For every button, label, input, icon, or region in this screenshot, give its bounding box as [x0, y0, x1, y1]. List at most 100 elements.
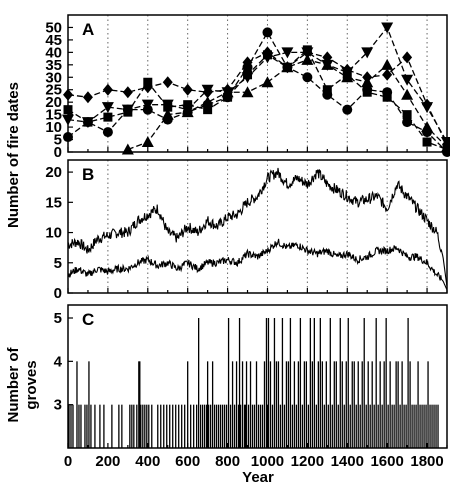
panel-b: 0 5 10 15 20 B: [45, 159, 448, 302]
panel-label: B: [82, 165, 94, 184]
x-tick-label: 1200: [291, 453, 324, 470]
series-line: [67, 167, 448, 286]
y-tick-label: 45: [45, 32, 62, 49]
plot-frame: [67, 304, 448, 449]
data-point: [262, 27, 273, 38]
data-point: [421, 102, 434, 114]
y-tick-label: 5: [54, 255, 62, 272]
series-line: [67, 238, 448, 290]
data-point: [141, 136, 154, 148]
data-point: [261, 76, 274, 88]
data-point: [361, 76, 374, 88]
y-tick-label: 50: [45, 19, 62, 36]
y-tick-label: 3: [54, 397, 62, 414]
data-point: [82, 91, 93, 104]
data-point: [421, 121, 434, 133]
data-point: [381, 58, 394, 70]
data-point: [182, 83, 193, 96]
data-point: [102, 127, 113, 138]
data-point: [382, 92, 392, 102]
data-point: [201, 84, 214, 96]
data-point: [221, 86, 234, 98]
data-point: [103, 112, 113, 122]
data-point: [362, 87, 372, 97]
data-point: [121, 104, 134, 116]
data-point: [102, 83, 113, 96]
data-point: [122, 86, 133, 99]
data-point: [321, 58, 334, 70]
panel-c: 3 4 5 C: [54, 304, 448, 449]
data-point: [181, 106, 194, 118]
data-point: [101, 102, 114, 114]
data-point: [342, 104, 353, 115]
x-tick-label: 1000: [251, 453, 284, 470]
data-point: [242, 62, 253, 73]
y-tick-label: 0: [54, 285, 62, 302]
y-tick-label: 0: [54, 144, 62, 161]
data-point: [302, 72, 313, 83]
data-point: [81, 117, 94, 129]
x-tick-label: 1400: [331, 453, 364, 470]
data-point: [422, 137, 432, 147]
data-point: [441, 141, 450, 153]
plot-frame: [67, 159, 448, 294]
y-tick-label: 20: [45, 94, 62, 111]
data-point: [161, 99, 174, 111]
data-point: [161, 108, 174, 120]
y-tick-label: 40: [45, 44, 62, 61]
data-point: [382, 68, 393, 81]
data-point: [62, 114, 74, 126]
plot-frame: [67, 14, 448, 153]
y-tick-label: 10: [45, 225, 62, 242]
data-point: [141, 99, 154, 111]
data-point: [402, 110, 412, 120]
x-tick-label: 0: [64, 453, 72, 470]
y-tick-label: 30: [45, 69, 62, 86]
data-point: [63, 88, 73, 101]
series-line: [67, 26, 448, 143]
y-axis-label-bottom-line1: Number of: [5, 346, 22, 422]
series-line: [127, 59, 448, 151]
data-point: [63, 105, 73, 115]
data-point: [203, 105, 213, 115]
y-tick-label: 35: [45, 57, 62, 74]
panel-label: A: [82, 20, 94, 39]
y-tick-label: 15: [45, 194, 62, 211]
data-point: [361, 47, 374, 59]
y-tick-label: 25: [45, 82, 62, 99]
data-point: [322, 85, 332, 95]
x-axis: 0 200 400 600 800 1000 1200 1400 1600 1800: [64, 453, 444, 470]
data-point: [381, 22, 394, 34]
panel-label: C: [82, 310, 94, 329]
data-point: [402, 51, 413, 64]
y-tick-label: 5: [54, 310, 62, 327]
data-point: [401, 88, 414, 100]
data-point: [281, 61, 294, 73]
x-tick-label: 800: [215, 453, 240, 470]
x-tick-label: 1600: [370, 453, 403, 470]
y-tick-label: 20: [45, 164, 62, 181]
data-point: [241, 86, 254, 98]
data-point: [261, 52, 274, 64]
x-tick-label: 400: [135, 453, 160, 470]
data-point: [201, 96, 214, 108]
data-point: [241, 72, 254, 84]
data-point: [63, 132, 73, 143]
data-point: [401, 74, 414, 86]
data-point: [301, 53, 314, 65]
data-point: [281, 47, 294, 59]
data-point: [121, 143, 134, 155]
x-axis-label: Year: [242, 469, 274, 485]
y-tick-label: 10: [45, 119, 62, 136]
data-point: [341, 71, 354, 83]
data-point: [301, 47, 314, 59]
y-tick-label: 5: [54, 132, 62, 149]
y-axis-label-top: Number of fire dates: [5, 82, 22, 228]
y-axis-label-bottom-line2: groves: [23, 360, 40, 409]
y-tick-label: 4: [54, 353, 63, 370]
x-tick-label: 200: [95, 453, 120, 470]
data-point: [143, 77, 153, 87]
y-tick-label: 15: [45, 107, 62, 124]
